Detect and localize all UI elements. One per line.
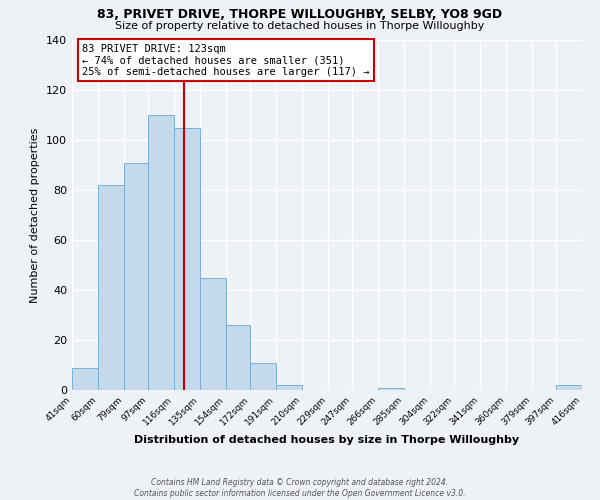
X-axis label: Distribution of detached houses by size in Thorpe Willoughby: Distribution of detached houses by size …: [134, 436, 520, 446]
Bar: [174, 128, 200, 390]
Text: 83 PRIVET DRIVE: 123sqm
← 74% of detached houses are smaller (351)
25% of semi-d: 83 PRIVET DRIVE: 123sqm ← 74% of detache…: [82, 44, 370, 76]
Bar: [124, 162, 148, 390]
Bar: [98, 185, 124, 390]
Text: Contains HM Land Registry data © Crown copyright and database right 2024.
Contai: Contains HM Land Registry data © Crown c…: [134, 478, 466, 498]
Bar: [250, 362, 276, 390]
Text: Size of property relative to detached houses in Thorpe Willoughby: Size of property relative to detached ho…: [115, 21, 485, 31]
Bar: [226, 325, 250, 390]
Y-axis label: Number of detached properties: Number of detached properties: [31, 128, 40, 302]
Bar: [556, 385, 582, 390]
Text: 83, PRIVET DRIVE, THORPE WILLOUGHBY, SELBY, YO8 9GD: 83, PRIVET DRIVE, THORPE WILLOUGHBY, SEL…: [97, 8, 503, 20]
Bar: [200, 278, 226, 390]
Bar: [148, 115, 174, 390]
Bar: [378, 388, 404, 390]
Bar: [276, 385, 302, 390]
Bar: [72, 368, 98, 390]
